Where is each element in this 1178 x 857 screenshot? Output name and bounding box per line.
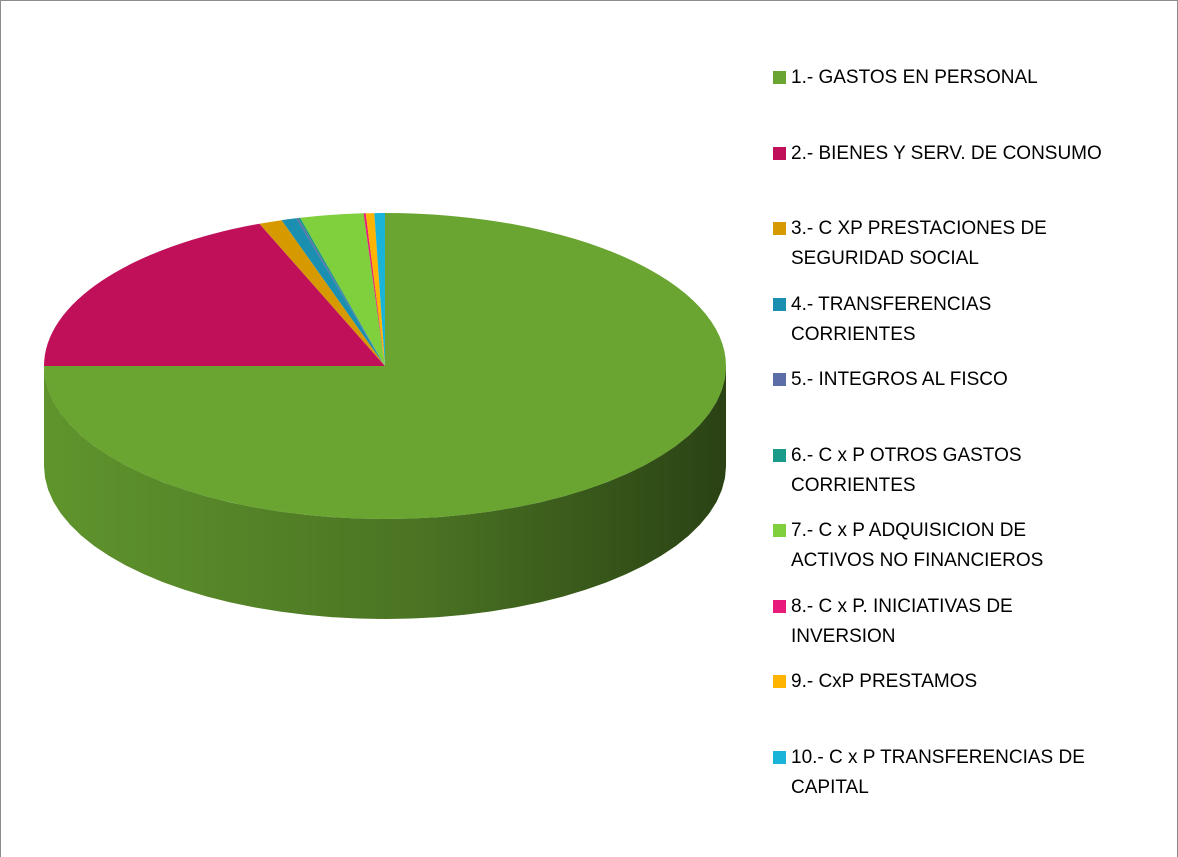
legend-swatch <box>773 750 786 764</box>
legend-label: 3.- C XP PRESTACIONES DE SEGURIDAD SOCIA… <box>791 218 1047 269</box>
legend-label: 4.- TRANSFERENCIAS CORRIENTES <box>791 293 992 345</box>
legend-entry: 9.- CxP PRESTAMOS <box>773 667 977 697</box>
slice <box>296 218 385 366</box>
legend-swatch <box>773 599 786 613</box>
slice <box>300 213 385 366</box>
slice <box>374 213 385 366</box>
slice-side-shade <box>44 366 726 619</box>
slice <box>259 220 385 366</box>
legend-entry: 7.- C x P ADQUISICION DE ACTIVOS NO FINA… <box>773 516 1043 576</box>
legend-label: 10.- C x P TRANSFERENCIAS DE CAPITAL <box>791 746 1085 798</box>
legend-entry: 1.- GASTOS EN PERSONAL <box>773 63 1038 93</box>
legend-label: 7.- C x P ADQUISICION DE ACTIVOS NO FINA… <box>791 520 1044 571</box>
legend-label: 5.- INTEGROS AL FISCO <box>791 369 1008 390</box>
legend-entry: 3.- C XP PRESTACIONES DE SEGURIDAD SOCIA… <box>773 214 1047 274</box>
legend-entry: 6.- C x P OTROS GASTOS CORRIENTES <box>773 441 1022 501</box>
legend-entry: 8.- C x P. INICIATIVAS DE INVERSION <box>773 592 1013 652</box>
legend-label: 6.- C x P OTROS GASTOS CORRIENTES <box>791 444 1022 496</box>
legend-label: 1.- GASTOS EN PERSONAL <box>791 67 1038 88</box>
legend-label: 2.- BIENES Y SERV. DE CONSUMO <box>791 142 1102 164</box>
slice <box>281 218 385 366</box>
legend-swatch <box>773 524 786 537</box>
slice <box>44 223 385 366</box>
legend-label: 9.- CxP PRESTAMOS <box>791 671 978 692</box>
legend-entry: 4.- TRANSFERENCIAS CORRIENTES <box>773 290 991 350</box>
legend-entry: 10.- C x P TRANSFERENCIAS DE CAPITAL <box>773 743 1085 803</box>
slice <box>298 217 385 366</box>
legend-swatch <box>773 675 786 688</box>
slice <box>365 213 385 366</box>
legend-label: 8.- C x P. INICIATIVAS DE INVERSION <box>791 595 1013 647</box>
legend-entry: 2.- BIENES Y SERV. DE CONSUMO <box>773 139 1102 169</box>
legend-swatch <box>773 71 786 84</box>
legend-swatch <box>773 297 786 311</box>
legend-swatch <box>773 373 786 386</box>
legend-swatch <box>773 448 786 462</box>
legend-swatch <box>773 146 786 160</box>
legend-swatch <box>773 222 786 235</box>
slice <box>363 213 385 366</box>
legend-entry: 5.- INTEGROS AL FISCO <box>773 365 1008 395</box>
